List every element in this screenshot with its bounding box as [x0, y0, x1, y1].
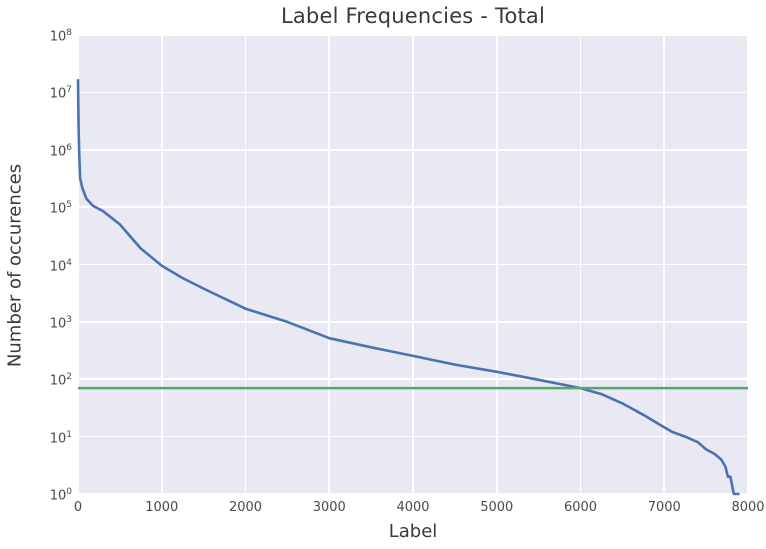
plot-area: [76, 34, 749, 496]
x-axis-label: Label: [388, 521, 438, 542]
x-tick-label: 2000: [228, 500, 263, 515]
vertical-gridline: [579, 35, 582, 494]
vertical-gridline: [412, 35, 414, 494]
x-tick-label: 7000: [647, 500, 681, 515]
x-tick-label: 3000: [312, 500, 346, 515]
y-tick-label: 102: [49, 372, 72, 389]
y-tick-label: 106: [49, 142, 72, 160]
vertical-gridline: [747, 35, 749, 494]
y-tick-label: 104: [49, 257, 72, 274]
vertical-gridline: [495, 35, 498, 494]
y-tick-label: 101: [49, 429, 72, 446]
label-frequency-curve: [76, 79, 740, 496]
y-tick-label: 105: [49, 200, 72, 217]
y-tick-label: 100: [49, 487, 72, 504]
y-tick-label: 103: [49, 314, 72, 332]
y-tick-label: 108: [49, 28, 72, 45]
y-tick-label: 107: [49, 85, 72, 102]
vertical-gridline: [77, 35, 79, 494]
x-tick-label: 8000: [731, 500, 765, 515]
vertical-gridline: [244, 35, 247, 494]
x-tick-label: 1000: [145, 500, 179, 515]
x-tick-label: 4000: [396, 500, 430, 515]
x-tick-label: 5000: [480, 500, 514, 515]
chart-title: Label Frequencies - Total: [280, 4, 546, 28]
vertical-gridline: [663, 35, 666, 494]
series-layer: [76, 79, 748, 496]
x-tick-label: 6000: [563, 500, 598, 515]
vertical-gridline: [328, 35, 331, 494]
x-tick-label: 0: [73, 500, 83, 515]
